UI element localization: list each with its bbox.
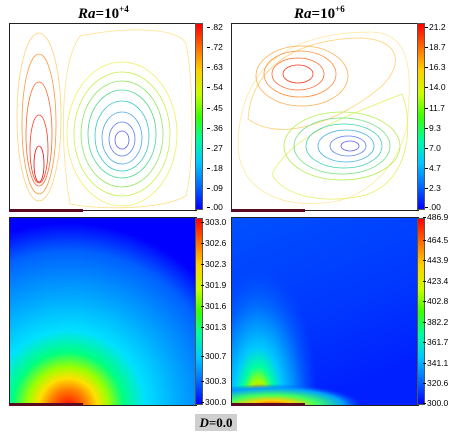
tick-label: 16.3	[425, 62, 446, 72]
tick-label: .00	[425, 202, 441, 212]
title-ra-1e6: Ra=10+6	[294, 4, 345, 22]
tick-label: 382.2	[422, 317, 449, 327]
tick-label: .72	[207, 42, 223, 52]
temperature-panel-ra-1e4	[9, 217, 197, 406]
tick-label: .18	[207, 163, 223, 173]
streamlines-ra-1e4	[16, 29, 193, 209]
tick-label: .82	[207, 22, 223, 32]
tick-label: 21.2	[425, 22, 446, 32]
tick-label: 9.3	[425, 123, 441, 133]
streamline-colorbar-ra-1e4	[195, 23, 203, 210]
tick-label: 301.9	[200, 280, 227, 290]
streamline-colorbar-ra-1e6	[417, 23, 425, 210]
streamlines-panel-ra-1e4	[9, 23, 197, 211]
tick-label: .63	[207, 62, 223, 72]
tick-label: 443.9	[422, 255, 449, 265]
streamlines-ra-1e6	[237, 31, 410, 204]
tick-label: 301.6	[200, 301, 227, 311]
parameter-label: D=0.0	[195, 414, 237, 431]
tick-label: 302.3	[200, 259, 227, 269]
tick-label: 301.3	[200, 322, 227, 332]
tick-label: 300.0	[200, 397, 227, 407]
tick-label: 361.7	[422, 337, 449, 347]
heater-strip	[9, 403, 83, 406]
tick-label: 4.7	[425, 163, 441, 173]
tick-label: .54	[207, 82, 223, 92]
tick-label: 320.6	[422, 378, 449, 388]
streamlines-panel-ra-1e6	[231, 23, 419, 211]
tick-label: 14.0	[425, 82, 446, 92]
temperature-panel-ra-1e6	[231, 217, 419, 406]
tick-label: 486.9	[422, 212, 449, 222]
tick-label: .45	[207, 103, 223, 113]
tick-label: 423.4	[422, 276, 449, 286]
tick-label: 464.5	[422, 235, 449, 245]
tick-label: 18.7	[425, 42, 446, 52]
temperature-field-ra-1e6	[232, 218, 418, 405]
tick-label: 2.3	[425, 183, 441, 193]
temperature-colorbar-ra-1e4	[195, 218, 203, 405]
tick-label: 302.6	[200, 238, 227, 248]
heater-strip	[231, 209, 305, 212]
tick-label: 300.3	[200, 376, 227, 386]
tick-label: 7.0	[425, 143, 441, 153]
tick-label: 303.0	[200, 217, 227, 227]
tick-label: 11.7	[425, 103, 445, 113]
tick-label: .36	[207, 123, 223, 133]
tick-label: 402.8	[422, 296, 449, 306]
title-ra-1e4: Ra=10+4	[78, 4, 129, 22]
tick-label: .27	[207, 143, 223, 153]
heater-strip	[231, 403, 305, 406]
tick-label: .00	[207, 202, 223, 212]
temperature-field-ra-1e4	[10, 218, 196, 405]
tick-label: 300.0	[422, 398, 449, 408]
tick-label: 300.7	[200, 351, 227, 361]
tick-label: 341.1	[422, 358, 449, 368]
temperature-colorbar-ra-1e6	[417, 218, 425, 405]
heater-strip	[9, 209, 83, 212]
tick-label: .09	[207, 183, 223, 193]
